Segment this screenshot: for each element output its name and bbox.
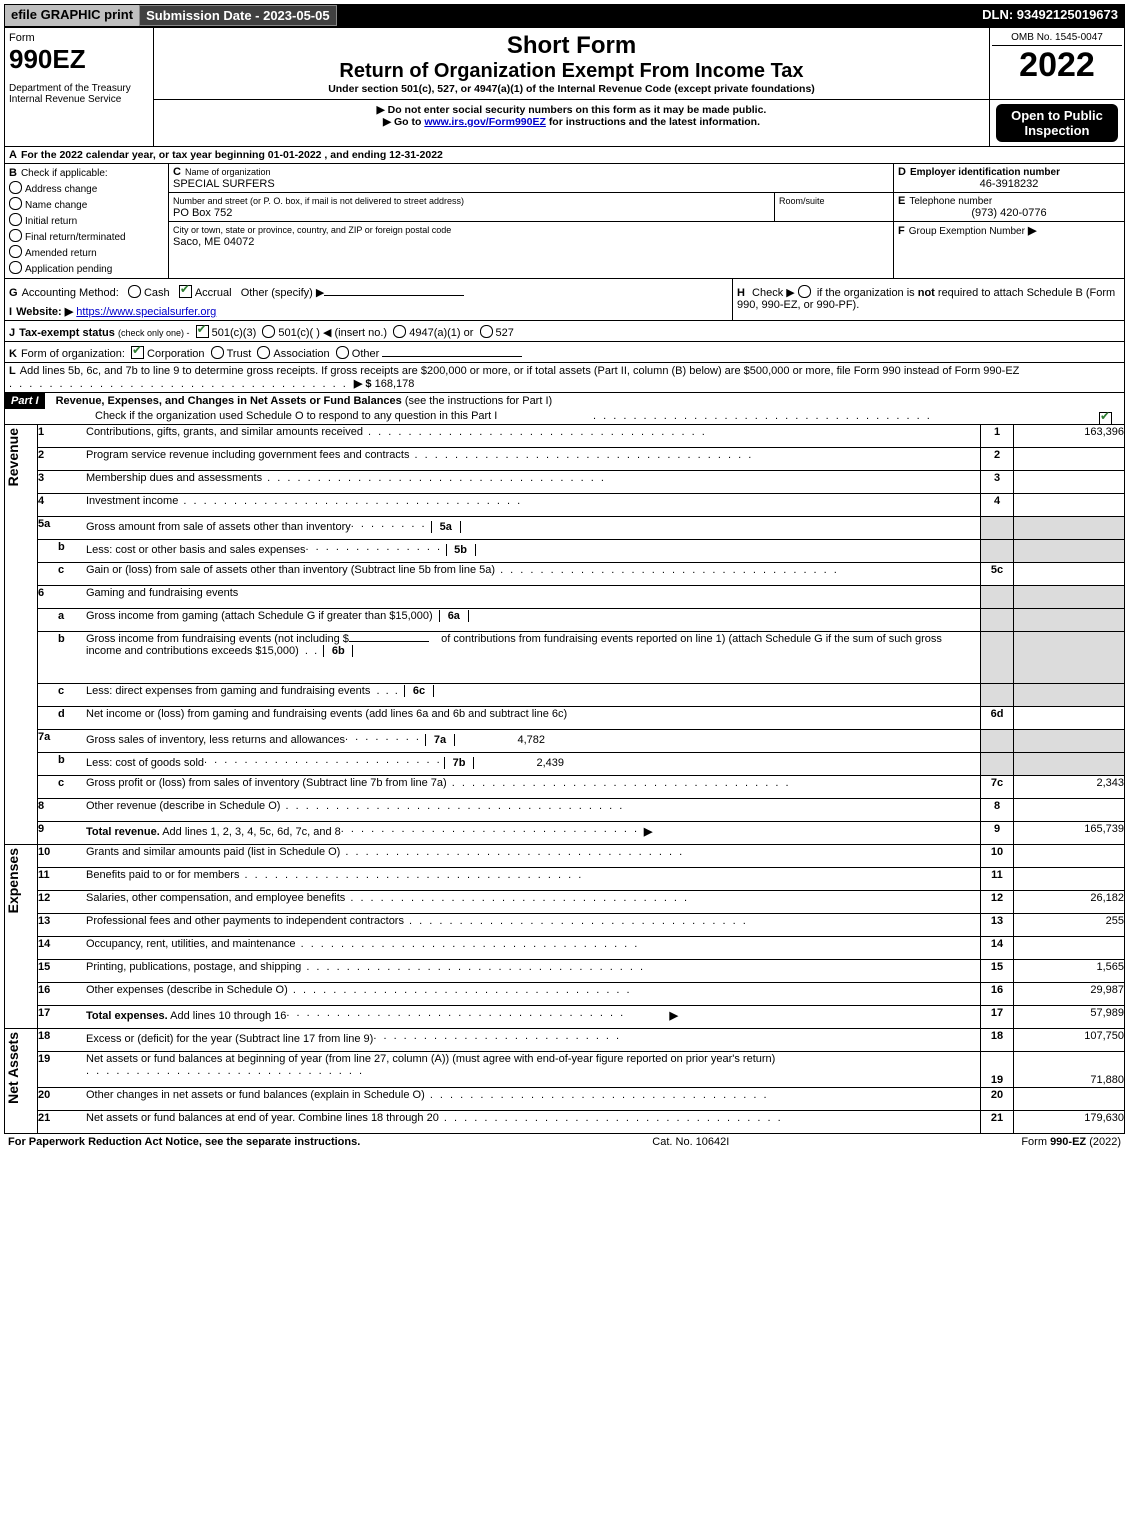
j-sub: (check only one) -: [118, 328, 190, 338]
chk-501c[interactable]: [262, 325, 275, 338]
form-word: Form: [9, 32, 149, 44]
dln-label: DLN: 93492125019673: [976, 5, 1124, 26]
chk-name-change[interactable]: [9, 197, 22, 210]
sections-b-f: BCheck if applicable: Address change Nam…: [4, 164, 1125, 279]
part1-header: Part I Revenue, Expenses, and Changes in…: [4, 393, 1125, 425]
other-specify-line[interactable]: [324, 295, 464, 296]
line16-val: 29,987: [1014, 983, 1125, 1006]
short-form-title: Short Form: [158, 32, 985, 60]
chk-4947[interactable]: [393, 325, 406, 338]
l-text: Add lines 5b, 6c, and 7b to line 9 to de…: [20, 365, 1020, 377]
spacer: [337, 5, 977, 26]
org-city: Saco, ME 04072: [173, 236, 254, 248]
chk-application-pending[interactable]: [9, 261, 22, 274]
irs-label: Internal Revenue Service: [9, 94, 149, 105]
chk-501c3[interactable]: [196, 325, 209, 338]
cat-no: Cat. No. 10642I: [652, 1136, 729, 1148]
open-public-inspection: Open to Public Inspection: [996, 104, 1118, 142]
paperwork-notice: For Paperwork Reduction Act Notice, see …: [8, 1136, 360, 1148]
page-footer: For Paperwork Reduction Act Notice, see …: [4, 1134, 1125, 1150]
chk-accrual[interactable]: [179, 285, 192, 298]
line12-val: 26,182: [1014, 891, 1125, 914]
part1-heading: Revenue, Expenses, and Changes in Net As…: [48, 395, 402, 407]
c-name-label: Name of organization: [185, 167, 271, 177]
under-section: Under section 501(c), 527, or 4947(a)(1)…: [158, 83, 985, 95]
part1-label: Part I: [5, 393, 45, 409]
g-label: Accounting Method:: [22, 287, 119, 299]
line19-val: 71,880: [1014, 1052, 1125, 1088]
c-addr-label: Number and street (or P. O. box, if mail…: [173, 196, 464, 206]
revenue-vertical: Revenue: [5, 426, 21, 488]
f-label: Group Exemption Number: [909, 226, 1025, 237]
form-ref: Form 990-EZ (2022): [1021, 1136, 1121, 1148]
part1-heading-sub: (see the instructions for Part I): [405, 395, 552, 407]
part1-check-note: Check if the organization used Schedule …: [95, 410, 593, 423]
sections-g-l: GAccounting Method: Cash Accrual Other (…: [4, 279, 1125, 393]
b-label: Check if applicable:: [21, 168, 108, 179]
line21-val: 179,630: [1014, 1111, 1125, 1134]
tax-year: 2022: [992, 46, 1122, 85]
line15-val: 1,565: [1014, 960, 1125, 983]
omb-number: OMB No. 1545-0047: [992, 30, 1122, 46]
form-header: Form 990EZ Department of the Treasury In…: [4, 27, 1125, 147]
ein-value: 46-3918232: [898, 178, 1120, 190]
chk-h[interactable]: [798, 285, 811, 298]
line7b-subval: 2,439: [474, 757, 568, 769]
goto-post: for instructions and the latest informat…: [549, 116, 760, 128]
chk-corporation[interactable]: [131, 346, 144, 359]
l-value: 168,178: [375, 378, 415, 390]
chk-schedule-o[interactable]: [1099, 412, 1112, 425]
net-assets-vertical: Net Assets: [5, 1030, 21, 1106]
h-not: not: [918, 287, 935, 299]
irs-link[interactable]: www.irs.gov/Form990EZ: [424, 116, 546, 128]
f-arrow: ▶: [1028, 225, 1036, 237]
j-label: Tax-exempt status: [19, 327, 115, 339]
goto-line: ▶ Go to www.irs.gov/Form990EZ for instru…: [158, 116, 985, 128]
website-link[interactable]: https://www.specialsurfer.org: [76, 306, 216, 318]
chk-cash[interactable]: [128, 285, 141, 298]
efile-label: efile GRAPHIC print: [5, 5, 139, 26]
dept-treasury: Department of the Treasury: [9, 83, 149, 94]
dots: [9, 378, 348, 390]
goto-pre: ▶ Go to: [383, 116, 424, 128]
line18-val: 107,750: [1014, 1029, 1125, 1052]
chk-final-return[interactable]: [9, 229, 22, 242]
i-label: Website: ▶: [16, 306, 73, 318]
l-arrow: ▶ $: [354, 378, 372, 390]
room-suite-label: Room/suite: [779, 196, 825, 206]
chk-trust[interactable]: [211, 346, 224, 359]
c-city-label: City or town, state or province, country…: [173, 225, 451, 235]
line7c-val: 2,343: [1014, 776, 1125, 799]
org-name: SPECIAL SURFERS: [173, 178, 275, 190]
phone-value: (973) 420-0776: [898, 207, 1120, 219]
top-bar: efile GRAPHIC print Submission Date - 20…: [4, 4, 1125, 27]
submission-date: Submission Date - 2023-05-05: [139, 5, 337, 26]
ssn-warning: ▶ Do not enter social security numbers o…: [158, 104, 985, 116]
chk-association[interactable]: [257, 346, 270, 359]
chk-527[interactable]: [480, 325, 493, 338]
section-a: AFor the 2022 calendar year, or tax year…: [4, 147, 1125, 164]
line9-val: 165,739: [1014, 822, 1125, 845]
chk-initial-return[interactable]: [9, 213, 22, 226]
form-number: 990EZ: [9, 44, 149, 75]
line7a-subval: 4,782: [455, 734, 549, 746]
chk-amended-return[interactable]: [9, 245, 22, 258]
chk-address-change[interactable]: [9, 181, 22, 194]
part1-lines: Revenue 1 Contributions, gifts, grants, …: [4, 425, 1125, 1134]
k-label: Form of organization:: [21, 348, 125, 360]
d-label: Employer identification number: [910, 167, 1060, 178]
e-label: Telephone number: [909, 196, 992, 207]
line1-val: 163,396: [1014, 425, 1125, 448]
expenses-vertical: Expenses: [5, 846, 21, 915]
tax-year-line: For the 2022 calendar year, or tax year …: [21, 149, 443, 161]
h-text2: if the organization is: [817, 287, 918, 299]
org-address: PO Box 752: [173, 207, 232, 219]
other-org-line[interactable]: [382, 356, 522, 357]
return-title: Return of Organization Exempt From Incom…: [158, 60, 985, 83]
chk-other-org[interactable]: [336, 346, 349, 359]
h-check: Check ▶: [752, 287, 795, 299]
line13-val: 255: [1014, 914, 1125, 937]
line17-val: 57,989: [1014, 1006, 1125, 1029]
